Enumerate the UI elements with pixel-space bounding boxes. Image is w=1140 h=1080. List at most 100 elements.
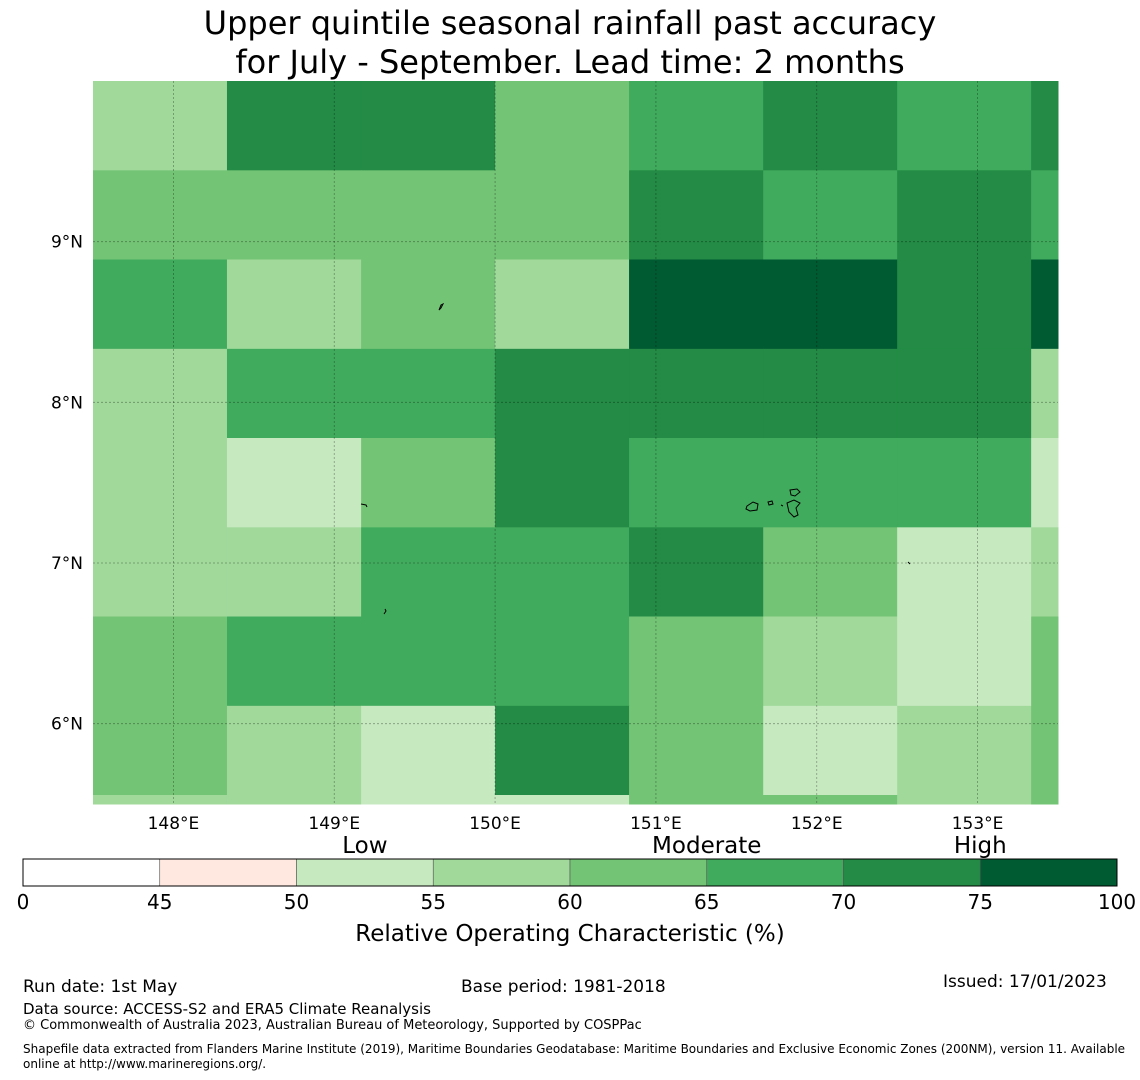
colorbar-tick-label: 45 xyxy=(147,890,172,914)
grid-cell xyxy=(629,170,764,261)
colorbar-tick-label: 65 xyxy=(694,890,719,914)
base-period: Base period: 1981-2018 xyxy=(461,977,666,997)
title-line-1: Upper quintile seasonal rainfall past ac… xyxy=(203,4,937,42)
grid-cell xyxy=(1031,705,1059,796)
grid-cell xyxy=(361,348,496,439)
longitude-tick-label: 149°E xyxy=(308,814,360,834)
grid-cell xyxy=(495,170,630,261)
title-line-2: for July - September. Lead time: 2 month… xyxy=(235,43,905,81)
grid-cell xyxy=(897,81,1032,171)
grid-cell xyxy=(897,259,1032,350)
grid-cell xyxy=(1031,527,1059,618)
island-outline xyxy=(780,504,784,507)
colorbar-segment xyxy=(159,858,297,887)
grid-cell xyxy=(361,527,496,618)
grid-cell xyxy=(897,348,1032,439)
grid-cell xyxy=(226,81,362,171)
grid-cell xyxy=(495,616,630,707)
grid-cell xyxy=(93,527,228,618)
copyright-notice: © Commonwealth of Australia 2023, Austra… xyxy=(23,1018,642,1033)
grid-cell xyxy=(495,259,630,350)
island-outline xyxy=(745,501,759,512)
latitude-tick-labels: 9°N 8°N 7°N 6°N xyxy=(51,233,83,735)
colorbar-segment xyxy=(296,858,434,887)
grid-cell xyxy=(495,795,630,805)
grid-cell xyxy=(361,170,496,261)
roc-grid-cells xyxy=(93,81,1059,805)
latitude-tick-label: 6°N xyxy=(51,715,83,735)
grid-cell xyxy=(629,348,764,439)
grid-cell xyxy=(226,348,362,439)
colorbar-category-label: Moderate xyxy=(652,833,761,859)
grid-cell xyxy=(629,438,764,528)
grid-cell xyxy=(1031,348,1059,439)
grid-cell xyxy=(1031,170,1059,261)
grid-cell xyxy=(226,705,362,796)
grid-cell xyxy=(629,259,764,350)
grid-cell xyxy=(1031,438,1059,528)
grid-cell xyxy=(763,438,898,528)
grid-cell xyxy=(93,705,228,796)
colorbar-tick-labels: 0 45 50 55 60 65 70 75 100 xyxy=(17,890,1136,914)
grid-cell xyxy=(361,438,496,528)
grid-cell xyxy=(93,616,228,707)
grid-cell xyxy=(1031,259,1059,350)
island-outline xyxy=(789,488,801,497)
grid-cell xyxy=(226,259,362,350)
grid-cell xyxy=(93,81,228,171)
colorbar-tick-label: 70 xyxy=(831,890,856,914)
colorbar-segment xyxy=(22,858,161,887)
grid-cell xyxy=(897,705,1032,796)
island-outline xyxy=(767,500,774,506)
grid-cell xyxy=(226,795,362,805)
latitude-tick-label: 7°N xyxy=(51,554,83,574)
grid-cell xyxy=(763,527,898,618)
grid-cell xyxy=(495,438,630,528)
grid-cell xyxy=(763,170,898,261)
island-outline xyxy=(438,302,445,311)
issued-date: Issued: 17/01/2023 xyxy=(943,972,1107,992)
grid-cell xyxy=(763,795,898,805)
island-outline xyxy=(360,503,368,508)
colorbar-frame xyxy=(22,858,1118,887)
grid-cell xyxy=(361,705,496,796)
grid-cell xyxy=(361,81,496,171)
colorbar-segment xyxy=(843,858,981,887)
map-title: Upper quintile seasonal rainfall past ac… xyxy=(0,4,1140,82)
colorbar-tick-label: 75 xyxy=(968,890,993,914)
latitude-tick-label: 8°N xyxy=(51,393,83,413)
grid-cell xyxy=(361,795,496,805)
grid-cell xyxy=(763,81,898,171)
grid-cell xyxy=(897,170,1032,261)
colorbar-segment xyxy=(569,858,708,887)
grid-cell xyxy=(361,259,496,350)
latitude-tick-label: 9°N xyxy=(51,233,83,253)
colorbar xyxy=(22,858,1118,887)
data-source: Data source: ACCESS-S2 and ERA5 Climate … xyxy=(23,1000,431,1018)
grid-cell xyxy=(1031,81,1059,171)
grid-cell xyxy=(763,705,898,796)
grid-cell xyxy=(763,348,898,439)
longitude-tick-label: 150°E xyxy=(469,814,521,834)
colorbar-segment xyxy=(706,858,844,887)
colorbar-segment xyxy=(432,858,571,887)
colorbar-category-labels: Low Moderate High xyxy=(342,833,1006,859)
shapefile-credit: Shapefile data extracted from Flanders M… xyxy=(23,1042,1126,1071)
colorbar-category-label: Low xyxy=(342,833,387,859)
grid-cell xyxy=(629,527,764,618)
colorbar-tick-label: 55 xyxy=(421,890,446,914)
run-date: Run date: 1st May xyxy=(23,977,178,997)
grid-cell xyxy=(629,795,764,805)
island-outlines xyxy=(360,302,911,615)
map-gridlines xyxy=(93,81,1058,804)
grid-cell xyxy=(226,170,362,261)
grid-cell xyxy=(629,616,764,707)
island-outline xyxy=(786,499,801,518)
grid-cell xyxy=(495,81,630,171)
colorbar-tick-label: 50 xyxy=(284,890,309,914)
grid-cell xyxy=(93,795,228,805)
colorbar-category-label: High xyxy=(954,833,1007,859)
colorbar-tick-label: 60 xyxy=(557,890,582,914)
grid-cell xyxy=(226,616,362,707)
